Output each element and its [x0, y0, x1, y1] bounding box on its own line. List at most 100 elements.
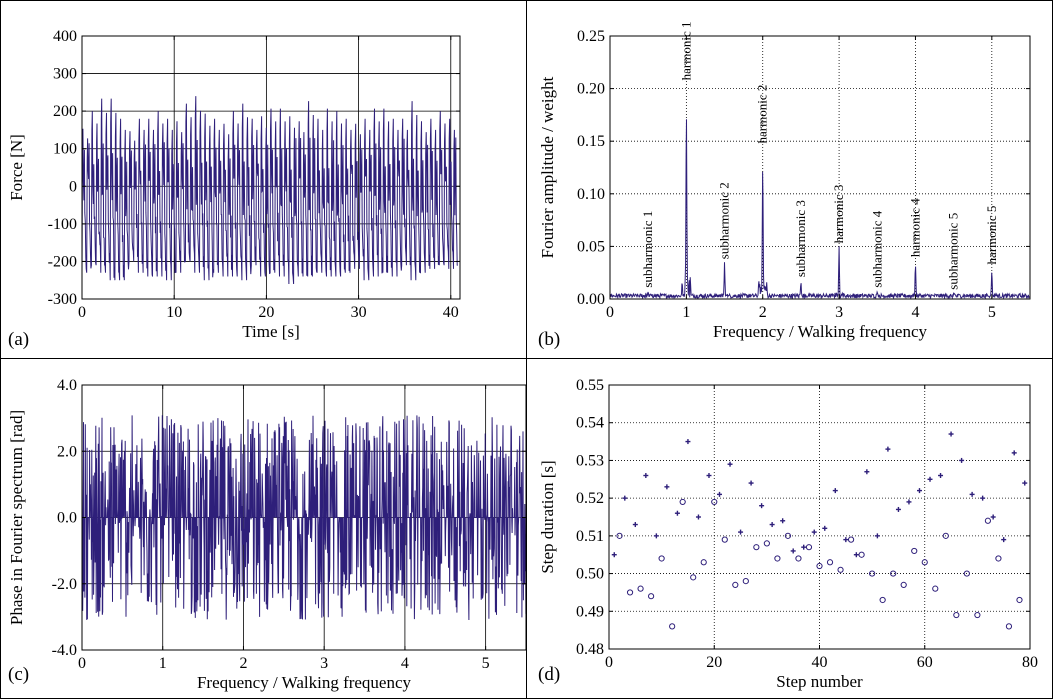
circle-marker — [805, 544, 813, 551]
plus-marker — [938, 473, 944, 479]
peak-label: harmonic 2 — [755, 85, 770, 144]
circle-marker — [784, 532, 792, 539]
y-tick-label: 0.50 — [576, 566, 604, 583]
x-axis-label: Step number — [776, 672, 863, 691]
circle-marker — [995, 555, 1002, 562]
circle-marker — [837, 566, 844, 573]
circle-marker — [953, 611, 960, 619]
plus-marker — [727, 461, 733, 467]
peak-label: subharmonic 4 — [869, 210, 884, 287]
y-tick-label: 0.52 — [576, 490, 604, 507]
x-tick-label: 2 — [239, 655, 247, 672]
chart-panel-2: subharmonic 1 harmonic 1 subharmonic 2 harm… — [538, 21, 1031, 350]
x-tick-label: 0 — [78, 304, 86, 321]
y-tick-label: 0 — [69, 178, 77, 195]
plus-marker — [643, 473, 649, 479]
x-tick-label: 4 — [911, 304, 919, 321]
plus-marker — [769, 522, 775, 528]
plus-marker — [653, 533, 659, 539]
x-tick-label: 40 — [443, 304, 459, 321]
y-tick-label: 0.48 — [576, 641, 604, 658]
y-tick-label: -4.0 — [52, 642, 77, 659]
circle-marker — [648, 593, 655, 600]
circle-marker — [900, 581, 907, 588]
peak-label: harmonic 5 — [984, 206, 999, 265]
x-tick-label: 0 — [606, 304, 614, 321]
circle-marker — [963, 570, 970, 577]
x-tick-label: 0 — [605, 654, 613, 671]
y-axis-label: Phase in Fourier spectrum [rad] — [7, 410, 26, 625]
y-tick-label: 0.55 — [576, 377, 604, 394]
circle-marker — [721, 536, 728, 543]
x-tick-label: 4 — [401, 655, 409, 672]
plus-marker — [780, 518, 786, 524]
peak-label: subharmonic 5 — [946, 213, 961, 290]
y-axis-label: Fourier amplitude / weight — [538, 76, 557, 258]
circle-marker — [690, 574, 697, 581]
plus-marker — [738, 529, 744, 535]
circle-marker — [795, 555, 802, 562]
y-tick-label: 0.49 — [576, 603, 604, 620]
grid — [609, 385, 1030, 649]
x-tick-label: 20 — [258, 304, 274, 321]
plus-marker — [885, 446, 891, 452]
peak-label: subharmonic 3 — [793, 200, 808, 277]
y-tick-label: -300 — [48, 291, 77, 308]
x-tick-label: 10 — [166, 304, 182, 321]
plus-marker — [632, 522, 638, 528]
plus-marker — [748, 480, 754, 486]
plus-marker — [1022, 480, 1028, 486]
y-tick-label: 0.53 — [576, 452, 604, 469]
circle-marker — [637, 585, 644, 592]
circle-marker — [763, 540, 770, 547]
circle-marker — [711, 498, 718, 506]
plus-marker — [790, 548, 796, 554]
circle-marker — [753, 544, 760, 551]
plus-marker — [664, 484, 670, 490]
circle-marker — [858, 551, 865, 558]
circle-marker — [658, 555, 665, 562]
y-tick-label: 0.10 — [577, 186, 605, 203]
spectrum-line — [609, 119, 1030, 300]
circle-marker — [847, 536, 855, 543]
circle-marker — [974, 611, 981, 619]
plus-marker — [948, 431, 954, 437]
y-tick-label: 4.0 — [57, 377, 77, 394]
y-tick-label: -2.0 — [52, 576, 77, 593]
x-tick-label: 80 — [1022, 654, 1038, 671]
circle-marker — [816, 562, 823, 570]
plus-marker — [822, 525, 828, 531]
circle-marker — [911, 547, 918, 555]
plus-marker — [916, 488, 922, 494]
plus-marker — [685, 439, 691, 445]
y-tick-label: 300 — [53, 66, 77, 83]
circle-marker — [774, 555, 781, 562]
x-axis-label: Time [s] — [242, 322, 299, 341]
x-tick-label: 2 — [759, 304, 767, 321]
circle-marker — [732, 581, 739, 588]
y-axis-label: Step duration [s] — [538, 460, 557, 573]
x-tick-label: 1 — [682, 304, 690, 321]
y-tick-label: 0.05 — [577, 238, 605, 255]
plus-marker — [980, 495, 986, 501]
force-line — [81, 96, 458, 285]
circle-marker — [1016, 596, 1023, 604]
circle-marker — [1005, 623, 1013, 630]
y-axis-label: Force [N] — [7, 134, 26, 201]
chart-panel-4: 0 20 40 60 80 0.48 0.49 0.50 0.51 0.52 0.53 0.54 0.5… — [538, 377, 1038, 691]
peak-label: harmonic 4 — [907, 198, 922, 257]
phase-line — [81, 415, 527, 621]
panel-label: (a) — [8, 329, 29, 350]
peak-label: harmonic 1 — [678, 21, 693, 80]
plus-marker — [832, 488, 838, 494]
y-tick-label: 0.00 — [577, 291, 605, 308]
plus-marker — [990, 514, 996, 520]
plus-marker — [874, 533, 880, 539]
data-series — [81, 415, 527, 621]
plus-marker — [843, 537, 849, 543]
y-tick-label: 0.54 — [576, 415, 604, 432]
y-tick-label: 0.0 — [57, 510, 77, 527]
panel-label: (d) — [538, 664, 560, 685]
